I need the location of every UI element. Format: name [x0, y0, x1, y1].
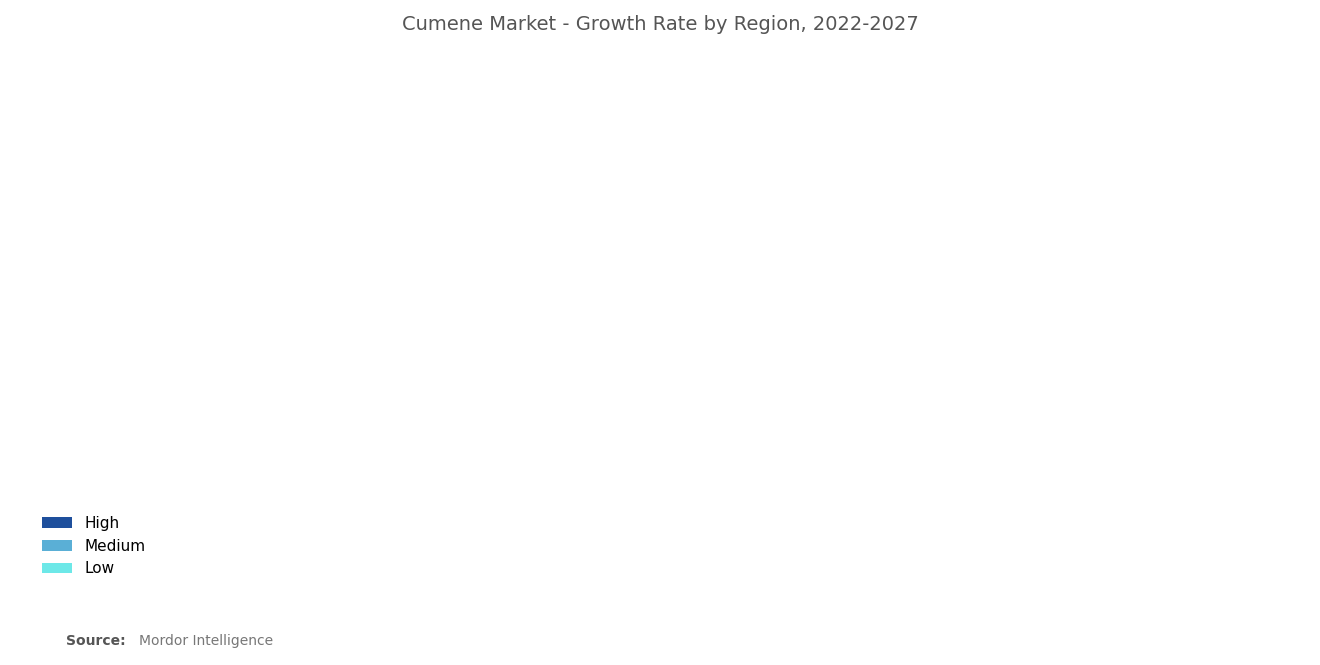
Text: Source:: Source: [66, 634, 125, 648]
Text: Mordor Intelligence: Mordor Intelligence [139, 634, 273, 648]
Title: Cumene Market - Growth Rate by Region, 2022-2027: Cumene Market - Growth Rate by Region, 2… [401, 15, 919, 34]
Legend: High, Medium, Low: High, Medium, Low [36, 510, 152, 583]
